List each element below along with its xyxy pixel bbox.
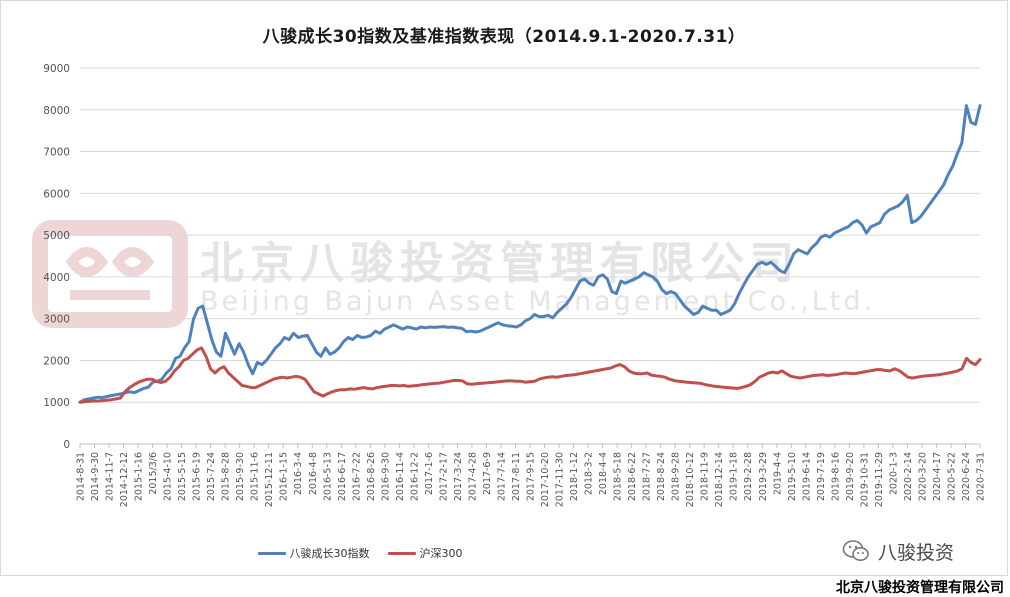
x-tick-label: 2020-3-20: [917, 452, 928, 501]
series-lines: [78, 104, 982, 404]
y-tick-label: 3000: [43, 314, 70, 326]
series-line-1: [78, 104, 982, 404]
chart-svg: 北京八骏投资管理有限公司 Beijing Bajun Asset Managem…: [32, 63, 987, 507]
x-tick-label: 2019-9-20: [845, 452, 856, 501]
x-tick-label: 2018-7-27: [642, 452, 653, 501]
y-tick-label: 5000: [43, 230, 70, 242]
x-tick-label: 2018-6-22: [627, 452, 638, 501]
x-tick-label: 2017-3-24: [453, 452, 464, 501]
y-tick-label: 8000: [43, 105, 70, 117]
x-tick-label: 2016-5-13: [322, 452, 333, 501]
x-tick-label: 2018-10-12: [685, 452, 696, 507]
x-tick-label: 2018-9-28: [671, 452, 682, 501]
x-tick-label: 2015-8-28: [221, 452, 232, 501]
x-tick-label: 2020-1-3: [888, 452, 899, 495]
x-tick-label: 2016-6-17: [337, 452, 348, 501]
x-tick-label: 2017-4-28: [467, 452, 478, 501]
x-tick-label: 2019-2-28: [743, 452, 754, 501]
legend-swatch-series2: [387, 551, 416, 555]
y-axis-ticks: 0 1000 2000 3000 4000 5000 6000 7000 8000 9000: [43, 63, 70, 451]
x-tick-label: 2019-5-10: [787, 452, 798, 501]
y-tick-label: 2000: [43, 355, 70, 367]
x-tick-label: 2016-4-8: [308, 452, 319, 495]
x-tick-label: 2015-9-30: [235, 452, 246, 501]
x-tick-label: 2016-11-4: [395, 452, 406, 501]
x-tick-label: 2016-1-15: [279, 452, 290, 501]
x-tick-label: 2017-10-20: [540, 452, 551, 507]
x-tick-label: 2014-11-7: [105, 452, 116, 501]
x-tick-label: 2018-5-18: [613, 452, 624, 501]
x-tick-label: 2020-7-31: [976, 452, 987, 501]
watermark-logo-icon: [32, 220, 188, 328]
legend: 八骏成长30指数 沪深300: [0, 545, 720, 561]
x-tick-label: 2019-6-14: [801, 452, 812, 501]
x-tick-label: 2019-4-4: [772, 452, 783, 495]
watermark-cn: 北京八骏投资管理有限公司: [200, 238, 800, 289]
x-tick-label: 2020-4-17: [932, 452, 943, 501]
x-tick-label: 2017-1-6: [424, 452, 435, 495]
chart-frame: [0, 0, 1008, 576]
x-axis-ticks: 2014-8-31 2014-9-30 2014-11-7 2014-12-12 201…: [76, 444, 987, 507]
y-tick-label: 7000: [43, 147, 70, 159]
x-tick-label: 2019-3-29: [758, 452, 769, 501]
x-tick-label: 2017-2-17: [438, 452, 449, 501]
wechat-account-name: 八骏投资: [878, 541, 955, 564]
series-line-2: [78, 346, 982, 404]
x-tick-label: 2015-6-19: [192, 452, 203, 501]
wechat-account-tag: 八骏投资: [842, 538, 954, 564]
x-tick-label: 2015-4-10: [163, 452, 174, 501]
y-tick-label: 1000: [43, 397, 70, 409]
y-tick-label: 0: [63, 439, 70, 451]
x-tick-label: 2016-9-30: [380, 452, 391, 501]
x-tick-label: 2020-2-14: [903, 452, 914, 501]
x-tick-label: 2014-8-31: [76, 452, 87, 501]
x-tick-label: 2015-5-15: [177, 452, 188, 501]
x-tick-label: 2019-7-19: [816, 452, 827, 501]
x-tick-label: 2017-6-9: [482, 452, 493, 495]
x-tick-label: 2018-8-24: [656, 452, 667, 501]
x-tick-label: 2017-7-14: [496, 452, 507, 501]
x-tick-label: 2014-12-12: [119, 452, 130, 507]
y-tick-label: 4000: [43, 272, 70, 284]
x-tick-label: 2020-5-22: [946, 452, 957, 501]
x-tick-label: 2016-12-2: [409, 452, 420, 501]
legend-item-series2: 沪深300: [387, 545, 463, 561]
x-tick-label: 2016-8-26: [366, 452, 377, 501]
x-tick-label: 2016-7-22: [351, 452, 362, 501]
x-tick-label: 2017-8-11: [511, 452, 522, 501]
watermark-en: Beijing Bajun Asset Management Co.,Ltd.: [200, 286, 875, 317]
x-tick-label: 2017-9-15: [526, 452, 537, 501]
x-tick-label: 2018-3-2: [584, 452, 595, 495]
legend-label-series2: 沪深300: [419, 547, 463, 560]
x-tick-label: 2018-11-9: [700, 452, 711, 501]
x-tick-label: 2018-12-14: [714, 452, 725, 507]
x-tick-label: 2015-1-16: [134, 452, 145, 501]
legend-item-series1: 八骏成长30指数: [257, 545, 370, 561]
x-tick-label: 2016-3-4: [293, 452, 304, 495]
x-tick-label: 2018-1-12: [569, 452, 580, 501]
legend-swatch-series1: [257, 551, 286, 555]
company-footer: 北京八骏投资管理有限公司: [836, 580, 1004, 596]
legend-label-series1: 八骏成长30指数: [289, 547, 370, 560]
gridlines: [80, 67, 980, 445]
x-tick-label: 2019-10-31: [859, 452, 870, 507]
x-tick-label: 2015-7-24: [206, 452, 217, 501]
x-tick-label: 2020-6-24: [961, 452, 972, 501]
y-tick-label: 9000: [43, 63, 70, 75]
x-tick-label: 2019-1-18: [729, 452, 740, 501]
x-tick-label: 2014-9-30: [90, 452, 101, 501]
wechat-icon: [842, 540, 869, 561]
x-tick-label: 2019-11-29: [874, 452, 885, 507]
y-tick-label: 6000: [43, 188, 70, 200]
x-tick-label: 2018-4-4: [598, 452, 609, 495]
x-tick-label: 2019-8-16: [830, 452, 841, 501]
x-tick-label: 2015-12-11: [264, 452, 275, 507]
x-tick-label: 2017-11-30: [555, 452, 566, 507]
x-tick-label: 2015/3/6: [148, 452, 159, 495]
chart-title: 八骏成长30指数及基准指数表现（2014.9.1-2020.7.31）: [262, 27, 746, 47]
x-tick-label: 2015-11-6: [250, 452, 261, 501]
